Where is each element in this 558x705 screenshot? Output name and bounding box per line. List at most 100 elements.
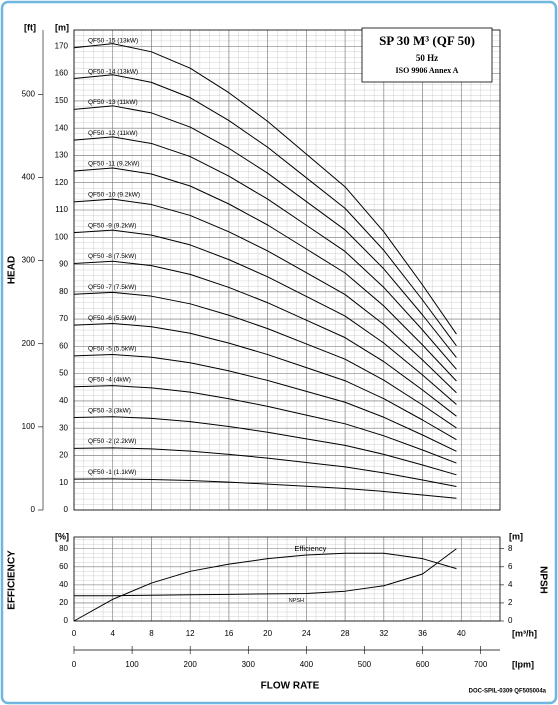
y-tick-label: 100 [55, 232, 69, 241]
curve-label: QF50 -4 (4kW) [88, 376, 131, 383]
x2-tick-label: 700 [474, 660, 488, 669]
x-tick-label: 32 [379, 629, 388, 638]
y-axis-label: EFFICIENCY [7, 550, 18, 610]
curve [73, 136, 457, 370]
y2-tick-label: 100 [22, 422, 36, 431]
x2-tick-label: 400 [300, 660, 314, 669]
curve [74, 548, 457, 597]
curve-label: QF50 -15 (13kW) [88, 37, 138, 44]
curve [73, 291, 457, 429]
curve-label: QF50 -7 (7.5kW) [88, 284, 136, 291]
curve [73, 416, 457, 476]
x-tick-label: 20 [263, 629, 272, 638]
x2-unit: [lpm] [512, 659, 534, 669]
y2-tick-label: 300 [22, 256, 36, 265]
y-tick-label: 50 [59, 369, 68, 378]
info-box [361, 27, 493, 83]
y-tick-label: 130 [55, 151, 69, 160]
y-tick-label: 120 [55, 178, 69, 187]
y2-tick-label: 500 [22, 89, 36, 98]
curve-label: NPSH [289, 598, 304, 604]
y-tick-label: 90 [59, 260, 68, 269]
y2-tick-label: 4 [508, 580, 513, 589]
plot-frame [73, 536, 501, 622]
curve [73, 385, 457, 464]
curve-label: QF50 -8 (7.5kW) [88, 253, 136, 260]
y-tick-label: 30 [59, 423, 68, 432]
y2-tick-label: 400 [22, 173, 36, 182]
x2-tick-label: 300 [242, 660, 256, 669]
x-tick-label: 12 [186, 629, 195, 638]
curve-label: QF50 -11 (9.2kW) [88, 161, 140, 168]
curve [73, 74, 457, 347]
y-axis-label: HEAD [7, 256, 18, 284]
y-unit: [m] [55, 22, 69, 32]
curve [73, 43, 457, 335]
y2-tick-label: 200 [22, 339, 36, 348]
x2-tick-label: 200 [184, 660, 198, 669]
x2-tick-label: 100 [125, 660, 139, 669]
curve-label: QF50 -2 (2.2kW) [88, 438, 136, 445]
curve-label: QF50 -10 (9.2kW) [88, 192, 140, 199]
y2-tick-label: 0 [31, 505, 36, 514]
x-tick-label: 4 [111, 629, 116, 638]
x-tick-label: 28 [341, 629, 350, 638]
marks: QF50 -1 (1.1kW) QF50 -2 (2.2kW) QF50 -3 (3… [73, 37, 457, 622]
x-tick-label: 36 [418, 629, 427, 638]
y2-tick-label: 0 [508, 616, 513, 625]
y-tick-label: 140 [55, 123, 69, 132]
x-tick-label: 40 [457, 629, 466, 638]
y-tick-label: 60 [59, 341, 68, 350]
curve-label: QF50 -12 (11kW) [88, 130, 138, 137]
y-tick-label: 160 [55, 69, 69, 78]
x-unit: [m³/h] [512, 628, 537, 638]
curve [73, 260, 457, 417]
y2-unit: [m] [509, 531, 523, 541]
x-tick-label: 16 [224, 629, 233, 638]
y-tick-label: 70 [59, 314, 68, 323]
x-tick-label: 8 [149, 629, 154, 638]
curve [73, 322, 457, 441]
y-tick-label: 0 [64, 616, 69, 625]
curve-label: QF50 -9 (9.2kW) [88, 222, 136, 229]
x2-tick-label: 600 [416, 660, 430, 669]
doc-code: DOC-SPIL-0309 QF505004a [469, 689, 547, 695]
x-axis-label: FLOW RATE [261, 681, 320, 692]
x-tick-label: 24 [302, 629, 311, 638]
curve-label: QF50 -3 (3kW) [88, 407, 131, 414]
y-tick-label: 20 [59, 451, 68, 460]
curve [73, 229, 457, 405]
x-tick-label: 0 [72, 629, 77, 638]
curve [73, 105, 457, 358]
y-tick-label: 60 [59, 562, 68, 571]
curve [73, 354, 457, 452]
curve-label: QF50 -1 (1.1kW) [88, 469, 136, 476]
info-frequency: 50 Hz [416, 53, 438, 63]
curve-label: QF50 -14 (13kW) [88, 68, 138, 75]
y-tick-label: 80 [59, 287, 68, 296]
y2-tick-label: 8 [508, 544, 513, 553]
curve-label: Efficiency [294, 544, 326, 553]
x2-tick-label: 0 [72, 660, 77, 669]
y-tick-label: 170 [55, 41, 69, 50]
curve [73, 552, 457, 622]
curve-label: QF50 -5 (5.5kW) [88, 346, 136, 353]
info-title: SP 30 M³ (QF 50) [379, 33, 475, 48]
x2-tick-label: 500 [358, 660, 372, 669]
y-tick-label: 40 [59, 396, 68, 405]
y-tick-label: 20 [59, 598, 68, 607]
curve [73, 198, 457, 394]
y-tick-label: 10 [59, 478, 68, 487]
y2-tick-label: 6 [508, 562, 513, 571]
curve-label: QF50 -13 (11kW) [88, 99, 138, 106]
y2-tick-label: 2 [508, 598, 513, 607]
grid: 0102030405060708090100110120130140150160… [22, 29, 513, 669]
y-tick-label: 150 [55, 96, 69, 105]
curve [73, 167, 457, 382]
curve [73, 447, 457, 488]
curve-label: QF50 -6 (5.5kW) [88, 315, 136, 322]
y2-axis-label: NPSH [537, 566, 548, 594]
curve [73, 478, 457, 499]
y-unit: [%] [55, 531, 69, 541]
